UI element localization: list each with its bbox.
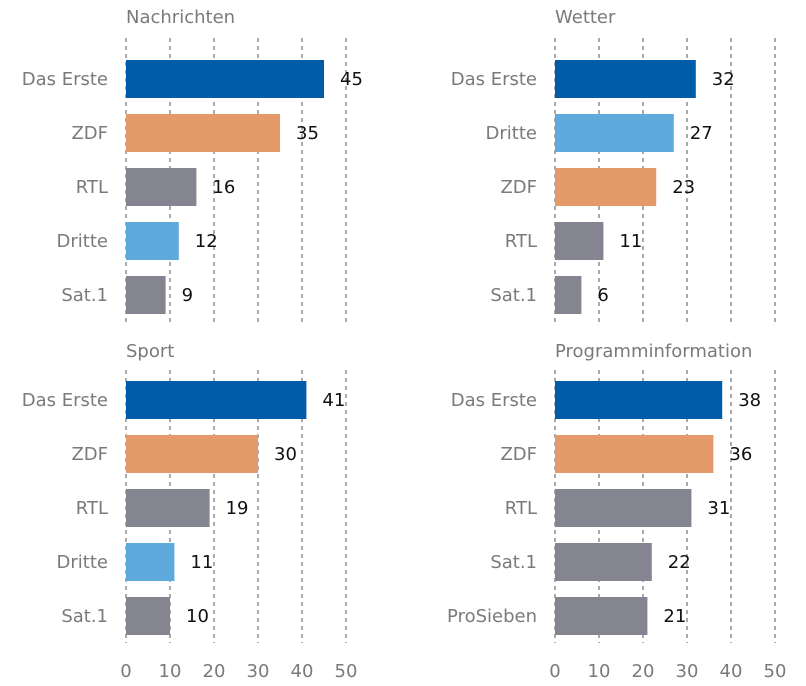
bar xyxy=(126,222,179,260)
bar xyxy=(126,489,210,527)
bar xyxy=(555,114,674,152)
value-label: 23 xyxy=(672,177,695,198)
bar xyxy=(555,60,696,98)
x-tick-label: 30 xyxy=(247,661,270,682)
category-label: RTL xyxy=(76,498,108,519)
bar xyxy=(126,543,175,581)
x-tick-label: 10 xyxy=(159,661,182,682)
bar xyxy=(126,114,280,152)
category-label: RTL xyxy=(505,231,537,252)
bar xyxy=(555,276,582,314)
category-label: Das Erste xyxy=(22,69,108,90)
value-label: 22 xyxy=(668,552,691,573)
category-label: Dritte xyxy=(57,231,108,252)
category-label: Sat.1 xyxy=(490,285,537,306)
category-label: ZDF xyxy=(500,444,537,465)
category-label: Sat.1 xyxy=(61,285,108,306)
bar xyxy=(555,435,714,473)
bar xyxy=(126,276,166,314)
value-label: 36 xyxy=(729,444,752,465)
value-label: 30 xyxy=(274,444,297,465)
value-label: 6 xyxy=(597,285,608,306)
category-label: Dritte xyxy=(57,552,108,573)
category-label: Dritte xyxy=(486,123,537,144)
value-label: 21 xyxy=(663,606,686,627)
x-tick-label: 20 xyxy=(632,661,655,682)
x-tick-label: 50 xyxy=(764,661,787,682)
category-label: ZDF xyxy=(500,177,537,198)
x-tick-label: 40 xyxy=(720,661,743,682)
value-label: 32 xyxy=(712,69,735,90)
value-label: 27 xyxy=(690,123,713,144)
bar xyxy=(555,168,657,206)
bar xyxy=(555,222,604,260)
value-label: 38 xyxy=(738,390,761,411)
x-tick-label: 0 xyxy=(120,661,131,682)
bar xyxy=(126,597,170,635)
x-tick-label: 0 xyxy=(549,661,560,682)
category-label: Das Erste xyxy=(451,69,537,90)
x-tick-label: 40 xyxy=(291,661,314,682)
category-label: RTL xyxy=(505,498,537,519)
x-tick-label: 10 xyxy=(588,661,611,682)
category-label: Das Erste xyxy=(22,390,108,411)
bar xyxy=(555,597,648,635)
bar xyxy=(126,435,258,473)
value-label: 19 xyxy=(226,498,249,519)
panel-title: Programminformation xyxy=(555,341,752,362)
bar xyxy=(126,60,324,98)
bar xyxy=(126,381,307,419)
category-label: ZDF xyxy=(71,123,108,144)
bar xyxy=(555,489,692,527)
value-label: 31 xyxy=(707,498,730,519)
value-label: 11 xyxy=(619,231,642,252)
value-label: 41 xyxy=(322,390,345,411)
bar xyxy=(555,381,723,419)
category-label: RTL xyxy=(76,177,108,198)
x-tick-label: 20 xyxy=(203,661,226,682)
category-label: ProSieben xyxy=(447,606,537,627)
category-label: Das Erste xyxy=(451,390,537,411)
value-label: 12 xyxy=(195,231,218,252)
category-label: Sat.1 xyxy=(490,552,537,573)
bar xyxy=(126,168,197,206)
x-tick-label: 50 xyxy=(335,661,358,682)
category-label: Sat.1 xyxy=(61,606,108,627)
panel-title: Sport xyxy=(126,341,174,362)
category-label: ZDF xyxy=(71,444,108,465)
panel-title: Wetter xyxy=(555,7,616,28)
value-label: 35 xyxy=(296,123,319,144)
value-label: 16 xyxy=(212,177,235,198)
value-label: 11 xyxy=(190,552,213,573)
value-label: 9 xyxy=(182,285,193,306)
bar xyxy=(555,543,652,581)
x-tick-label: 30 xyxy=(676,661,699,682)
panel-title: Nachrichten xyxy=(126,7,235,28)
value-label: 10 xyxy=(186,606,209,627)
value-label: 45 xyxy=(340,69,363,90)
